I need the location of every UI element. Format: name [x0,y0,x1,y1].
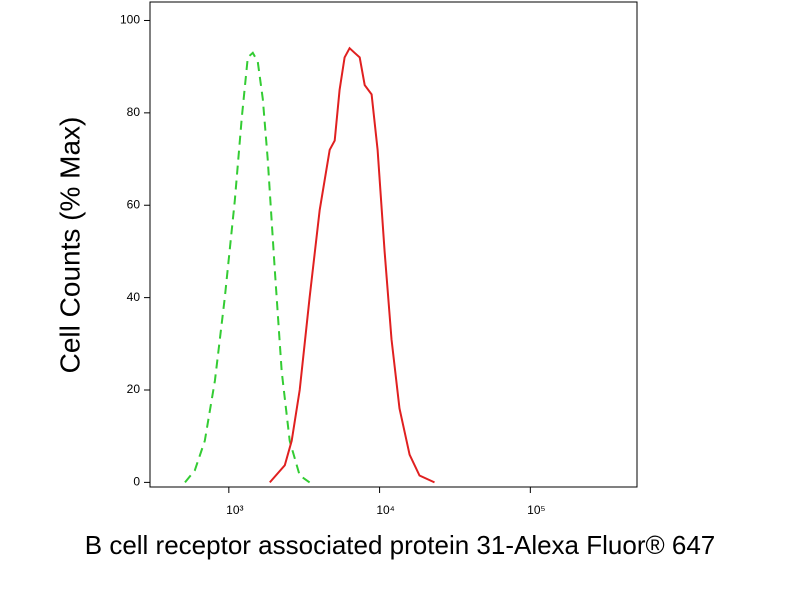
y-tick-label: 20 [127,382,141,396]
series-line [184,51,311,484]
y-axis-label: Cell Counts (% Max) [54,117,85,374]
x-axis-label: B cell receptor associated protein 31-Al… [84,530,716,560]
y-tick-label: 100 [120,13,140,27]
y-tick-label: 60 [127,197,141,211]
series-line [269,46,435,484]
y-tick-label: 40 [127,290,141,304]
y-tick-label: 80 [127,105,141,119]
plot-frame [149,1,638,488]
x-tick-label: 10⁴ [376,503,395,517]
x-tick-label: 10³ [226,503,243,517]
x-tick-label: 10⁵ [527,503,545,517]
y-tick-label: 0 [133,475,140,489]
